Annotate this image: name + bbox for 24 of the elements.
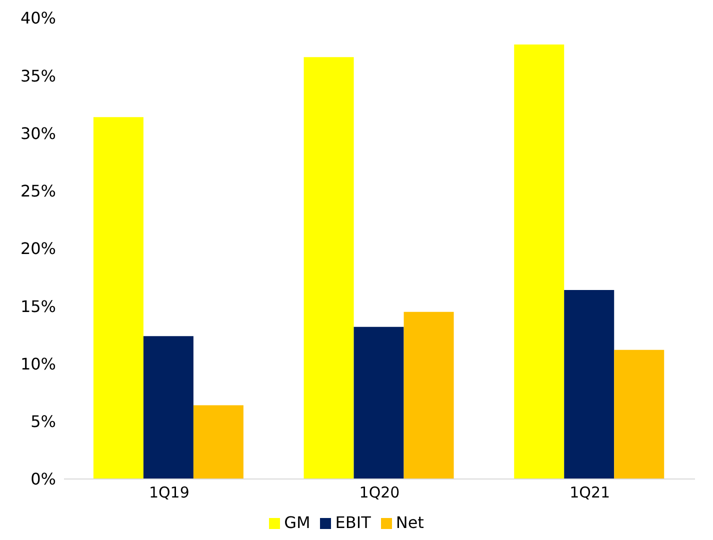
y-tick-label: 35%	[20, 66, 56, 86]
x-tick-label: 1Q21	[570, 484, 610, 502]
y-tick-label: 5%	[30, 412, 56, 432]
x-tick-label: 1Q20	[359, 484, 400, 502]
y-tick-label: 15%	[20, 296, 56, 316]
legend-label: EBIT	[335, 513, 371, 532]
bar	[143, 336, 194, 479]
y-tick-label: 10%	[20, 354, 56, 374]
y-tick-label: 30%	[20, 124, 56, 143]
y-tick-label: 0%	[30, 470, 56, 489]
x-tick-label: 1Q19	[148, 484, 190, 502]
legend-label: GM	[284, 513, 310, 532]
bar	[614, 350, 664, 479]
bar	[404, 312, 454, 479]
bar	[304, 57, 354, 479]
bar	[93, 117, 144, 479]
bar	[354, 326, 404, 479]
bar	[564, 290, 614, 479]
y-tick-label: 40%	[20, 8, 56, 28]
bar	[514, 44, 564, 479]
legend-label: Net	[396, 513, 424, 532]
y-tick-label: 20%	[20, 239, 56, 258]
y-tick-label: 25%	[20, 182, 56, 201]
bar	[193, 405, 244, 479]
